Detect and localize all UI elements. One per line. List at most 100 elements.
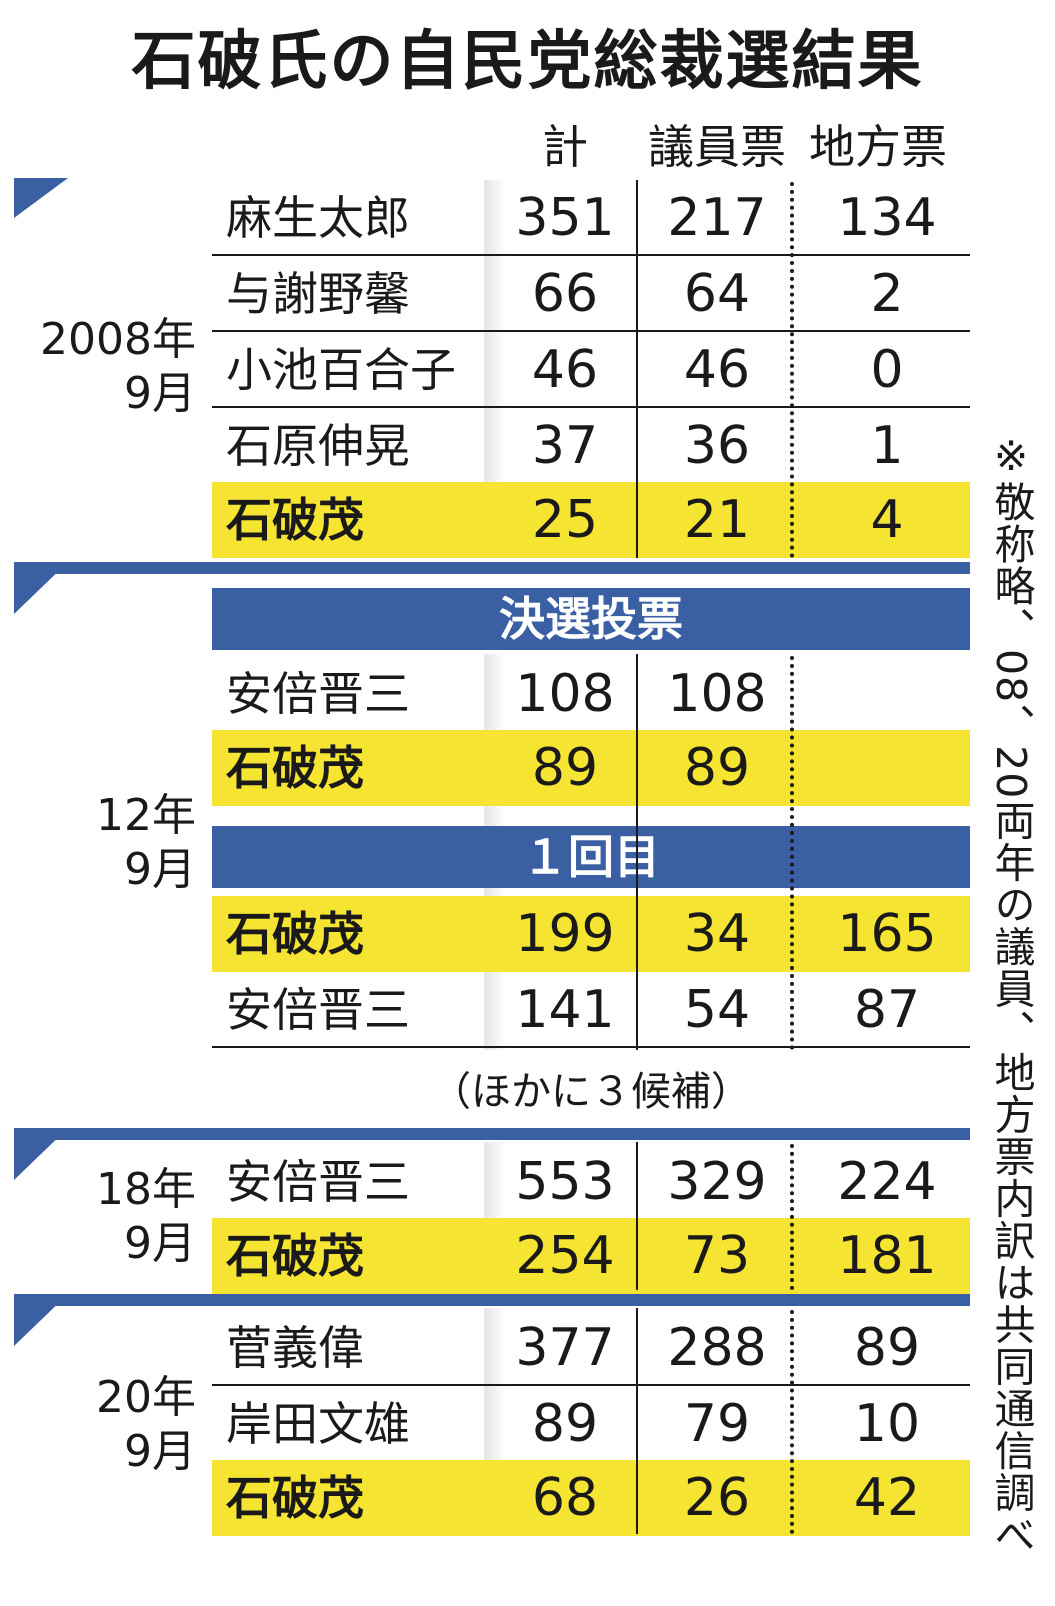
vote-chiho: 181 bbox=[837, 1226, 937, 1286]
section-month-2008: 9月 bbox=[124, 368, 196, 419]
vote-giin: 79 bbox=[683, 1394, 751, 1454]
column-header-chiho: 地方票 bbox=[809, 120, 947, 174]
table-row: 菅義偉 377 288 89 bbox=[212, 1310, 970, 1386]
vote-total: 553 bbox=[515, 1152, 615, 1212]
table-row: 与謝野馨 66 64 2 bbox=[212, 256, 970, 332]
vote-total: 254 bbox=[515, 1226, 615, 1286]
candidate-name: 石破茂 bbox=[226, 741, 364, 795]
table-row-highlighted: 石破茂 89 89 bbox=[212, 730, 970, 806]
column-divider bbox=[636, 180, 638, 558]
page-title: 石破氏の自民党総裁選結果 bbox=[131, 25, 924, 99]
vote-chiho: 42 bbox=[853, 1468, 921, 1528]
candidate-name: 石破茂 bbox=[226, 1471, 364, 1525]
column-header-giin: 議員票 bbox=[648, 120, 786, 174]
vote-giin: 288 bbox=[667, 1318, 767, 1378]
section-year-2012: 12年 bbox=[96, 790, 196, 841]
vote-giin: 26 bbox=[683, 1468, 751, 1528]
section-marker-2012-triangle bbox=[14, 562, 68, 614]
vote-chiho: 1 bbox=[870, 416, 904, 476]
vote-giin: 54 bbox=[683, 980, 751, 1040]
section-month-2012: 9月 bbox=[124, 844, 196, 895]
vote-total: 377 bbox=[515, 1318, 615, 1378]
vote-chiho: 224 bbox=[837, 1152, 937, 1212]
table-row: 岸田文雄 89 79 10 bbox=[212, 1386, 970, 1462]
section-marker-2020-triangle bbox=[14, 1294, 68, 1346]
vote-chiho: 165 bbox=[837, 904, 937, 964]
vote-chiho: 134 bbox=[837, 188, 937, 248]
section-bar-2020 bbox=[14, 1294, 970, 1306]
candidate-name: 小池百合子 bbox=[226, 343, 456, 397]
table-row: 安倍晋三 108 108 bbox=[212, 656, 970, 732]
first-round-band: １回目 bbox=[212, 826, 970, 888]
vote-total: 46 bbox=[531, 340, 599, 400]
column-divider-dotted bbox=[790, 182, 794, 558]
vote-giin: 108 bbox=[667, 664, 767, 724]
vote-total: 141 bbox=[515, 980, 615, 1040]
column-divider bbox=[636, 1142, 638, 1290]
candidate-name: 石原伸晃 bbox=[226, 419, 410, 473]
vote-total: 351 bbox=[515, 188, 615, 248]
vote-chiho: 4 bbox=[870, 490, 904, 550]
table-row: 安倍晋三 553 329 224 bbox=[212, 1144, 970, 1220]
section-year-2020: 20年 bbox=[96, 1372, 196, 1423]
table-row: 石原伸晃 37 36 1 bbox=[212, 408, 970, 484]
section-marker-2008-triangle bbox=[14, 178, 68, 218]
candidate-name: 安倍晋三 bbox=[226, 1155, 410, 1209]
vote-giin: 329 bbox=[667, 1152, 767, 1212]
vote-total: 66 bbox=[531, 264, 599, 324]
candidate-name: 麻生太郎 bbox=[226, 191, 410, 245]
vote-total: 68 bbox=[531, 1468, 599, 1528]
vote-total: 37 bbox=[531, 416, 599, 476]
vote-giin: 217 bbox=[667, 188, 767, 248]
candidate-name: 石破茂 bbox=[226, 1229, 364, 1283]
candidate-name: 菅義偉 bbox=[226, 1321, 364, 1375]
vote-giin: 34 bbox=[683, 904, 751, 964]
section-month-2018: 9月 bbox=[124, 1218, 196, 1269]
table-row: 安倍晋三 141 54 87 bbox=[212, 972, 970, 1048]
column-shade bbox=[484, 180, 506, 558]
vote-total: 89 bbox=[531, 738, 599, 798]
section-month-2020: 9月 bbox=[124, 1426, 196, 1477]
candidate-name: 石破茂 bbox=[226, 907, 364, 961]
section-bar-2012 bbox=[14, 562, 970, 574]
table-row: 麻生太郎 351 217 134 bbox=[212, 180, 970, 256]
vote-giin: 73 bbox=[683, 1226, 751, 1286]
table-row-highlighted: 石破茂 25 21 4 bbox=[212, 482, 970, 558]
candidate-name: 安倍晋三 bbox=[226, 667, 410, 721]
vote-giin: 46 bbox=[683, 340, 751, 400]
vote-giin: 64 bbox=[683, 264, 751, 324]
column-divider-dotted bbox=[790, 1310, 794, 1534]
section-marker-2018-triangle bbox=[14, 1128, 68, 1180]
candidate-name: 安倍晋三 bbox=[226, 983, 410, 1037]
vote-chiho: 2 bbox=[870, 264, 904, 324]
vote-chiho: 89 bbox=[853, 1318, 921, 1378]
vote-chiho bbox=[812, 730, 962, 806]
other-candidates-note: （ほかに３候補） bbox=[431, 1069, 751, 1115]
vote-chiho bbox=[812, 656, 962, 732]
vote-total: 108 bbox=[515, 664, 615, 724]
section-bar-2018 bbox=[14, 1128, 970, 1140]
table-row-highlighted: 石破茂 199 34 165 bbox=[212, 896, 970, 972]
candidate-name: 与謝野馨 bbox=[226, 267, 410, 321]
column-divider-dotted bbox=[790, 656, 794, 1050]
column-header-total: 計 bbox=[542, 120, 588, 174]
section-year-2018: 18年 bbox=[96, 1164, 196, 1215]
vote-total: 89 bbox=[531, 1394, 599, 1454]
candidate-name: 石破茂 bbox=[226, 493, 364, 547]
column-divider bbox=[636, 1308, 638, 1534]
table-row-highlighted: 石破茂 68 26 42 bbox=[212, 1460, 970, 1536]
vote-chiho: 10 bbox=[853, 1394, 921, 1454]
column-divider-dotted bbox=[790, 1144, 794, 1290]
column-divider bbox=[636, 654, 638, 1050]
section-year-2008: 2008年 bbox=[40, 314, 196, 365]
candidate-name: 岸田文雄 bbox=[226, 1397, 410, 1451]
vote-giin: 89 bbox=[683, 738, 751, 798]
runoff-band: 決選投票 bbox=[212, 588, 970, 650]
footnote: ※敬称略、08、20両年の議員、地方票内訳は共同通信調べ bbox=[987, 432, 1035, 1556]
vote-chiho: 87 bbox=[853, 980, 921, 1040]
table-row: 小池百合子 46 46 0 bbox=[212, 332, 970, 408]
vote-chiho: 0 bbox=[870, 340, 904, 400]
table-row-highlighted: 石破茂 254 73 181 bbox=[212, 1218, 970, 1294]
vote-total: 25 bbox=[531, 490, 599, 550]
vote-giin: 21 bbox=[683, 490, 751, 550]
